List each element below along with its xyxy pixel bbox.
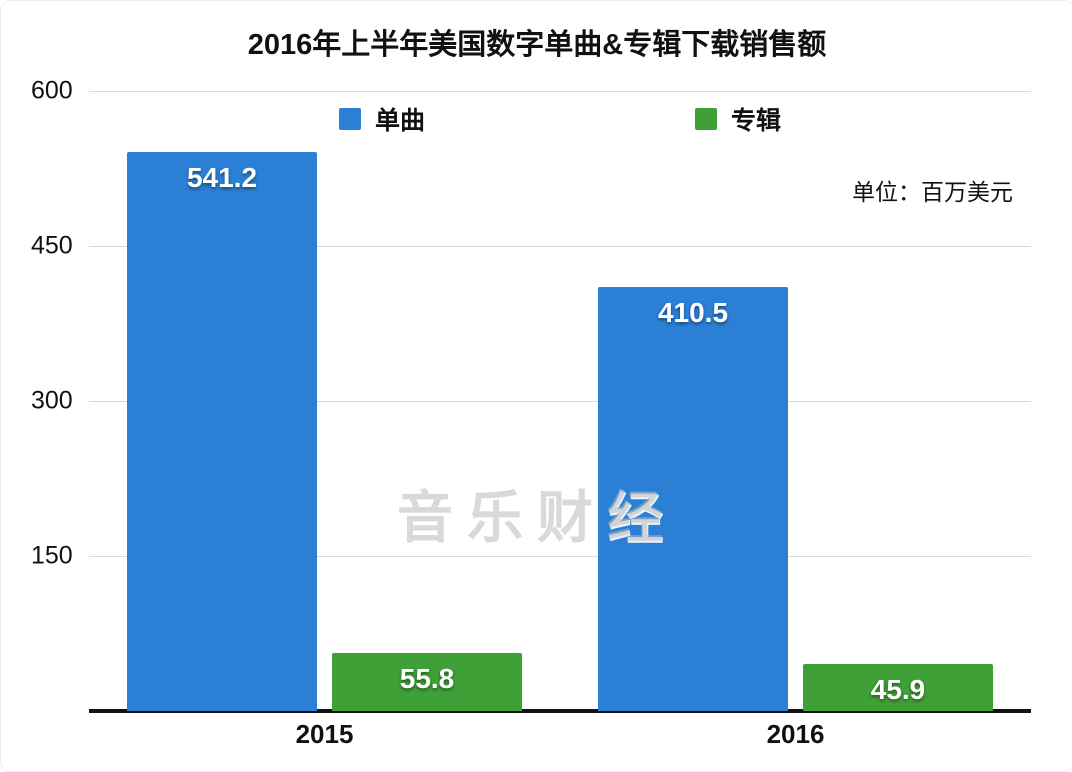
x-axis-category-label: 2016	[766, 719, 825, 749]
bar-value-label: 541.2	[186, 161, 258, 193]
bar-单曲-2016: 410.5	[598, 286, 788, 711]
y-axis-tick-label: 300	[31, 386, 73, 415]
legend: 单曲 专辑	[89, 101, 1031, 137]
bar-专辑-2015: 55.8	[332, 653, 522, 711]
legend-label: 专辑	[731, 107, 782, 135]
x-axis-line	[89, 709, 1031, 713]
plot-area: 150 300 450 600 541.2 55.8 2015 410.5 45.9 2016	[31, 77, 1031, 749]
legend-item-单曲: 单曲	[338, 101, 425, 137]
gridline	[89, 401, 1031, 402]
legend-item-专辑: 专辑	[695, 101, 781, 137]
x-axis-category-label: 2015	[295, 719, 354, 749]
bar-专辑-2016: 45.9	[803, 663, 993, 711]
bar-value-label: 45.9	[870, 673, 926, 705]
y-axis-tick-label: 600	[31, 76, 73, 105]
y-axis-tick-label: 150	[31, 541, 73, 570]
legend-swatch-icon	[695, 108, 717, 130]
legend-swatch-icon	[338, 108, 361, 130]
y-axis-tick-label: 450	[31, 231, 73, 260]
legend-label: 单曲	[374, 107, 425, 135]
gridline	[89, 246, 1031, 247]
chart-title: 2016年上半年美国数字单曲&专辑下载销售额	[247, 29, 827, 61]
gridline	[89, 91, 1031, 92]
bar-group-2015: 541.2 55.8 2015	[89, 91, 560, 749]
unit-note: 单位：百万美元	[852, 179, 1013, 205]
gridline	[89, 556, 1031, 557]
bar-value-label: 55.8	[399, 663, 455, 695]
bar-value-label: 410.5	[657, 296, 729, 328]
bar-group-2016: 410.5 45.9 2016	[560, 91, 1031, 749]
bar-单曲-2015: 541.2	[127, 151, 317, 711]
